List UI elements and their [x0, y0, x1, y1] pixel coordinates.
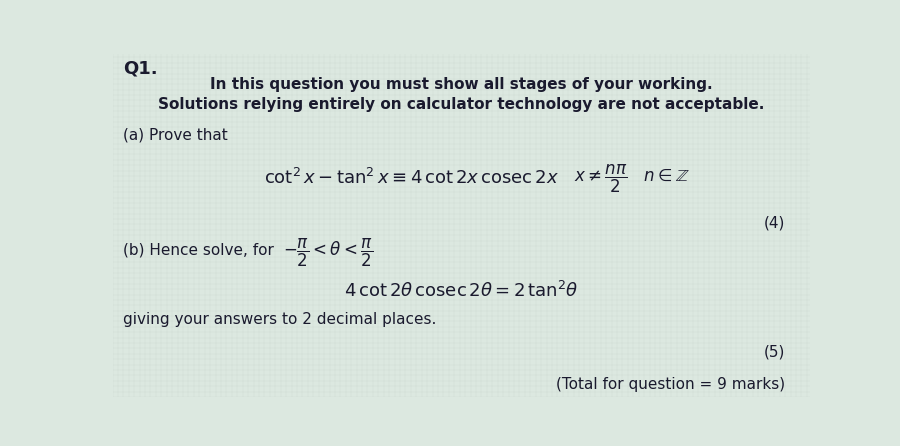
Text: (4): (4): [764, 215, 785, 230]
Text: giving your answers to 2 decimal places.: giving your answers to 2 decimal places.: [123, 312, 436, 327]
Text: In this question you must show all stages of your working.: In this question you must show all stage…: [210, 77, 713, 91]
Text: Q1.: Q1.: [123, 60, 158, 78]
Text: $-\dfrac{\pi}{2} < \theta < \dfrac{\pi}{2}$: $-\dfrac{\pi}{2} < \theta < \dfrac{\pi}{…: [283, 237, 374, 269]
Text: (5): (5): [764, 345, 785, 359]
Text: $x \neq \dfrac{n\pi}{2} \quad n \in \mathbb{Z}$: $x \neq \dfrac{n\pi}{2} \quad n \in \mat…: [573, 163, 689, 195]
Text: Solutions relying entirely on calculator technology are not acceptable.: Solutions relying entirely on calculator…: [158, 97, 764, 112]
Text: (Total for question = 9 marks): (Total for question = 9 marks): [556, 377, 785, 392]
Text: (a) Prove that: (a) Prove that: [123, 128, 228, 142]
Text: (b) Hence solve, for: (b) Hence solve, for: [123, 242, 274, 257]
Text: $4\,\mathrm{cot}\,2\theta\,\mathrm{cosec}\,2\theta = 2\,\mathrm{tan}^2\theta$: $4\,\mathrm{cot}\,2\theta\,\mathrm{cosec…: [344, 281, 579, 301]
Text: $\mathrm{cot}^2\,x - \mathrm{tan}^2\,x \equiv 4\,\mathrm{cot}\,2x\,\mathrm{cosec: $\mathrm{cot}^2\,x - \mathrm{tan}^2\,x \…: [264, 168, 559, 188]
